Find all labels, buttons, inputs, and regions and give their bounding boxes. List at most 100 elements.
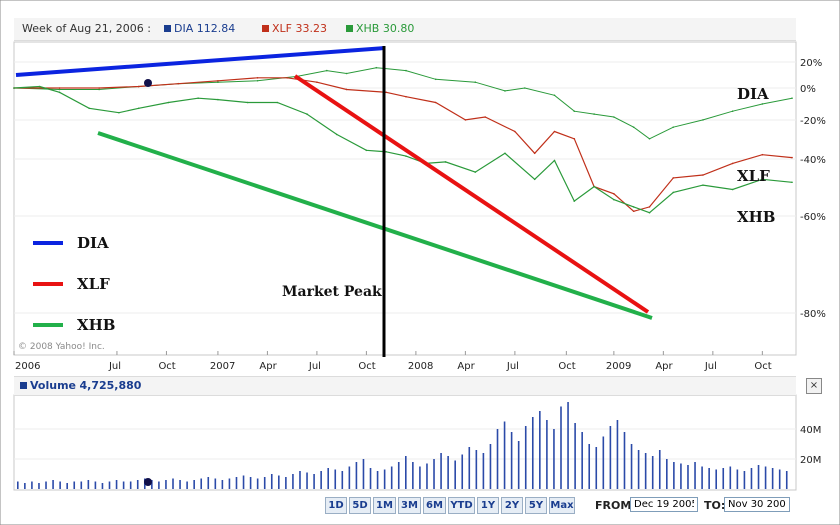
volume-bar (715, 469, 717, 489)
data-point-xhb (672, 191, 675, 194)
volume-bar (101, 483, 104, 489)
volume-bar (383, 469, 386, 489)
data-point-dia (345, 72, 348, 75)
volume-bar (306, 472, 308, 489)
data-point-xhb (197, 97, 199, 99)
volume-bar (658, 450, 661, 489)
volume-bar (701, 466, 703, 489)
volume-bar (256, 478, 259, 489)
volume-bar (510, 432, 513, 489)
week-label: Week of Aug 21, 2006 : (22, 22, 151, 35)
data-point-xhb (593, 185, 595, 188)
data-point-xlf (648, 206, 651, 208)
volume-marker-dot (144, 478, 152, 486)
data-point-dia (593, 113, 595, 115)
data-point-xlf (434, 101, 437, 104)
legend-xhb: XHB 30.80 (346, 18, 414, 40)
volume-bar (151, 480, 153, 489)
data-point-xhb (474, 171, 477, 173)
data-point-xhb (246, 101, 249, 104)
data-point-xlf (256, 77, 259, 79)
range-button-1d[interactable]: 1D (325, 497, 347, 514)
data-point-xhb (306, 113, 308, 115)
volume-tick-label: 20M (800, 455, 821, 466)
data-point-dia (613, 116, 615, 118)
volume-bar (433, 459, 435, 489)
x-tick-label: 2008 (408, 361, 433, 372)
data-point-xhb (573, 200, 576, 202)
volume-bar (313, 474, 315, 489)
data-point-xlf (286, 77, 289, 79)
data-point-xhb (702, 184, 704, 186)
data-point-dia (702, 119, 704, 121)
data-point-xhb (632, 206, 635, 208)
data-point-dia (731, 110, 734, 112)
annotation-legend-label-xlf: XLF (77, 275, 110, 293)
volume-bar (736, 469, 739, 489)
data-point-dia (632, 126, 635, 128)
data-point-xhb (405, 155, 407, 157)
volume-bar (524, 426, 527, 489)
range-button-2y[interactable]: 2Y (501, 497, 523, 514)
volume-bar (503, 421, 506, 489)
data-point-xlf (672, 177, 675, 179)
market-peak-label: Market Peak (282, 284, 382, 300)
data-point-xhb (38, 85, 41, 88)
volume-bar (24, 483, 26, 489)
data-point-dia (375, 66, 378, 69)
volume-bar (426, 463, 428, 489)
data-point-xlf (791, 156, 793, 159)
data-point-dia (573, 110, 576, 112)
close-icon[interactable]: × (806, 378, 822, 394)
volume-bar (214, 478, 217, 489)
volume-bar (461, 454, 464, 489)
volume-bar (172, 478, 174, 489)
data-point-xlf (98, 87, 100, 89)
data-point-dia (761, 103, 764, 105)
data-point-dia (58, 88, 61, 91)
range-button-1y[interactable]: 1Y (477, 497, 499, 514)
volume-bar (468, 447, 471, 489)
range-button-max[interactable]: Max (549, 497, 575, 514)
volume-bar (560, 406, 562, 489)
to-date-input[interactable] (724, 497, 790, 512)
volume-bar (440, 453, 442, 489)
y-tick-label: 20% (800, 58, 822, 69)
data-point-xlf (553, 130, 556, 133)
range-button-1m[interactable]: 1M (373, 497, 396, 514)
range-button-ytd[interactable]: YTD (448, 497, 475, 514)
volume-bar (637, 450, 640, 489)
data-point-xlf (385, 91, 387, 94)
volume-tick-label: 40M (800, 425, 821, 436)
range-button-3m[interactable]: 3M (398, 497, 421, 514)
volume-bar (609, 426, 612, 489)
x-tick-label: Oct (558, 361, 575, 372)
volume-bar (553, 429, 555, 489)
volume-bar (778, 469, 781, 489)
volume-bar (673, 462, 675, 489)
volume-bar (108, 481, 111, 489)
volume-bar (595, 447, 598, 489)
marker-dot (144, 79, 152, 87)
series-end-label-xhb: XHB (737, 208, 776, 226)
volume-bar (454, 460, 456, 489)
data-point-xhb (761, 178, 764, 181)
data-point-xhb (791, 181, 793, 184)
data-point-xhb (553, 159, 556, 162)
annotation-legend-label-dia: DIA (77, 234, 109, 252)
range-button-5y[interactable]: 5Y (525, 497, 547, 514)
from-date-input[interactable] (630, 497, 698, 512)
range-button-5d[interactable]: 5D (349, 497, 371, 514)
range-button-6m[interactable]: 6M (423, 497, 446, 514)
data-point-xlf (533, 152, 536, 155)
series-line-xhb (13, 85, 793, 214)
volume-header: Volume 4,725,880 (14, 376, 796, 396)
volume-bar (651, 456, 654, 489)
volume-bar (680, 463, 682, 489)
volume-bar (623, 432, 626, 489)
volume-bar (334, 469, 337, 489)
volume-bar (369, 468, 372, 489)
x-tick-label: 2006 (15, 361, 40, 372)
volume-bar (31, 481, 33, 489)
volume-bar (574, 423, 576, 489)
